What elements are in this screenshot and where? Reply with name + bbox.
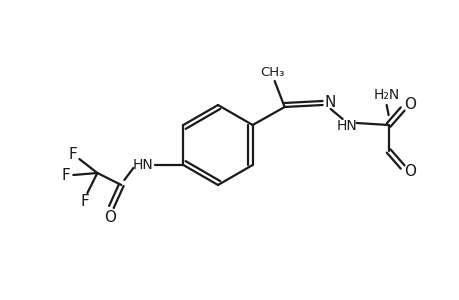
Text: HN: HN bbox=[336, 119, 356, 133]
Text: O: O bbox=[403, 97, 415, 112]
Text: CH₃: CH₃ bbox=[260, 65, 284, 79]
Text: F: F bbox=[69, 146, 78, 161]
Text: O: O bbox=[104, 209, 116, 224]
Text: HN: HN bbox=[133, 158, 153, 172]
Text: H₂N: H₂N bbox=[373, 88, 399, 102]
Text: F: F bbox=[81, 194, 90, 209]
Text: N: N bbox=[324, 94, 336, 110]
Text: F: F bbox=[62, 167, 71, 182]
Text: O: O bbox=[403, 164, 415, 179]
